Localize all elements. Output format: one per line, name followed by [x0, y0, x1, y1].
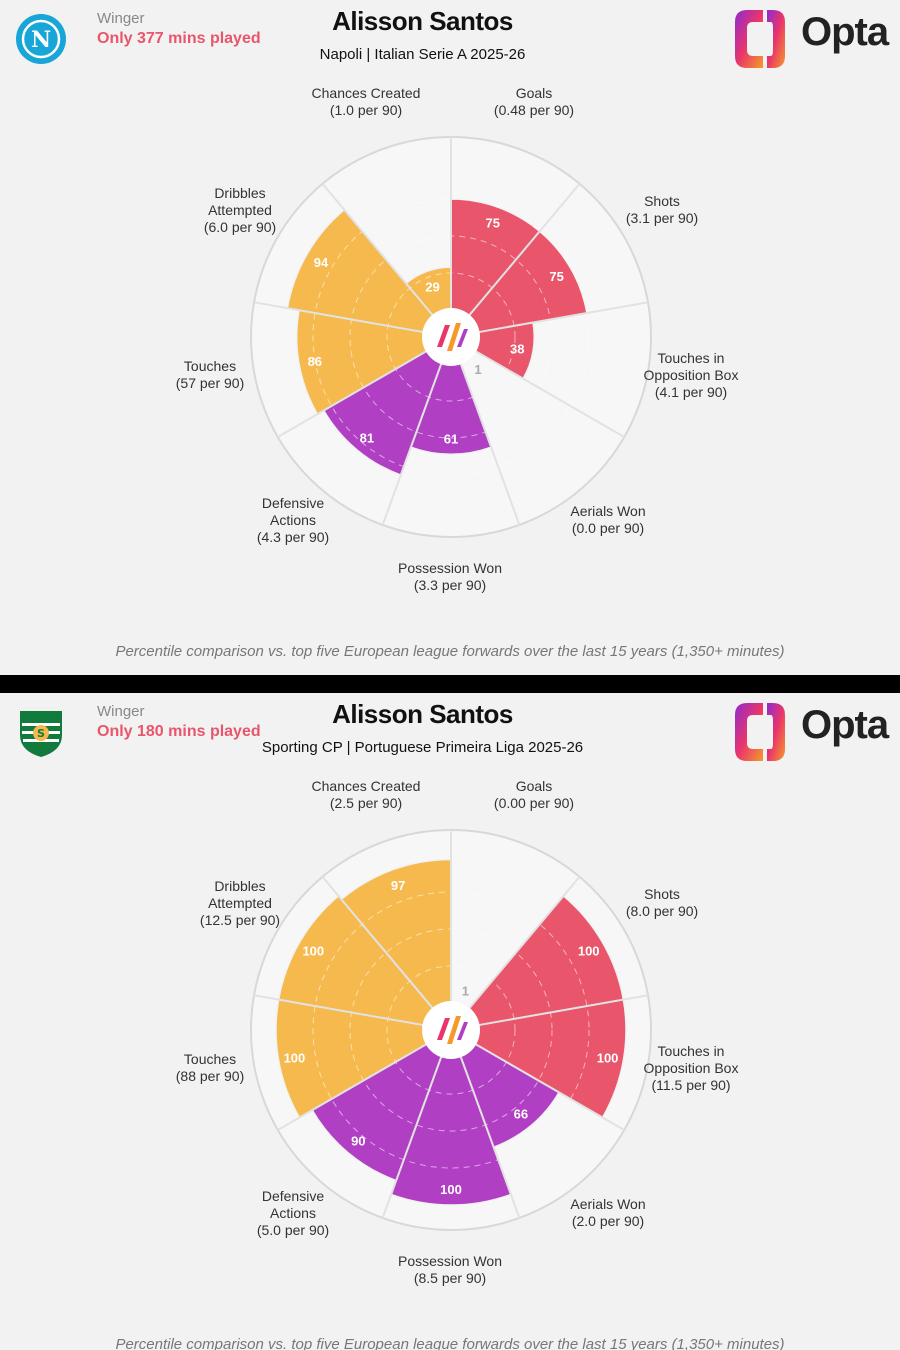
- spoke: [381, 362, 443, 526]
- value-label: 75: [485, 215, 499, 230]
- spoke: [467, 876, 581, 1010]
- value-label: 94: [314, 255, 329, 270]
- player-role: Winger: [97, 703, 145, 720]
- metric-label: Dribbles Attempted (12.5 per 90): [200, 878, 280, 928]
- spoke: [473, 349, 625, 438]
- spoke: [321, 876, 435, 1010]
- metric-label: Possession Won (3.3 per 90): [398, 560, 502, 593]
- value-label: 86: [308, 354, 322, 369]
- opta-wordmark: Opta: [801, 10, 889, 54]
- metric-label: Goals (0.48 per 90): [494, 85, 574, 118]
- spoke: [277, 1042, 429, 1131]
- spoke: [253, 994, 425, 1027]
- metric-label: Defensive Actions (4.3 per 90): [257, 495, 329, 545]
- opta-logo-icon: [735, 703, 785, 761]
- spoke: [477, 301, 649, 334]
- minutes-note: Only 377 mins played: [97, 30, 261, 47]
- metric-label: Possession Won (8.5 per 90): [398, 1253, 502, 1286]
- badge-letter: S: [37, 727, 45, 740]
- value-label: 90: [351, 1133, 365, 1148]
- value-label: 38: [510, 342, 524, 357]
- player-name: Alisson Santos: [332, 699, 513, 729]
- spoke: [467, 183, 581, 317]
- value-label: 75: [549, 269, 563, 284]
- center-circle: [422, 308, 480, 366]
- opta-logo: Opta: [733, 699, 893, 765]
- value-label: 100: [578, 944, 600, 959]
- footnote: Percentile comparison vs. top five Europ…: [115, 1336, 785, 1350]
- spoke: [321, 183, 435, 317]
- metric-label: Shots (8.0 per 90): [626, 886, 698, 919]
- metric-label: Aerials Won (2.0 per 90): [570, 1196, 645, 1229]
- metric-label: Chances Created (1.0 per 90): [312, 85, 421, 118]
- metric-label: Defensive Actions (5.0 per 90): [257, 1188, 329, 1238]
- spoke: [477, 994, 649, 1027]
- value-label: 100: [597, 1051, 619, 1066]
- metric-label: Aerials Won (0.0 per 90): [570, 503, 645, 536]
- metric-label: Touches (57 per 90): [176, 358, 244, 391]
- value-label: 29: [425, 279, 439, 294]
- metric-label: Touches in Opposition Box (11.5 per 90): [644, 1043, 739, 1093]
- value-label: 100: [284, 1051, 306, 1066]
- radar-chart: 75 75 38 1 61 81 86 94 29 Goals (0.48 per 90) Shots…: [176, 85, 739, 593]
- minutes-note: Only 180 mins played: [97, 723, 261, 740]
- metric-label: Touches in Opposition Box (4.1 per 90): [644, 350, 739, 400]
- footnote: Percentile comparison vs. top five Europ…: [115, 643, 785, 660]
- metric-label: Shots (3.1 per 90): [626, 193, 698, 226]
- badge-letter: N: [31, 27, 51, 53]
- center-circle: [422, 1001, 480, 1059]
- value-label: 66: [514, 1106, 528, 1121]
- spoke: [253, 301, 425, 334]
- metric-label: Dribbles Attempted (6.0 per 90): [204, 185, 276, 235]
- value-label: 100: [440, 1182, 462, 1197]
- center-logo-icon: [437, 323, 468, 351]
- value-label: 81: [360, 430, 374, 445]
- center-logo-icon: [437, 1016, 468, 1044]
- panel-sporting: 1 100 100 66 100 90 100 100 97 Goals (0.00 per 90)…: [0, 693, 900, 1350]
- value-label: 1: [462, 984, 469, 999]
- panel-napoli: 75 75 38 1 61 81 86 94 29 Goals (0.48 per 90) Shots…: [0, 0, 900, 675]
- metric-label: Chances Created (2.5 per 90): [312, 778, 421, 811]
- napoli-crest-icon: N: [16, 14, 66, 64]
- opta-logo: Opta: [733, 6, 893, 72]
- value-label: 1: [474, 362, 481, 377]
- spoke: [381, 1055, 443, 1219]
- value-label: 97: [391, 878, 405, 893]
- value-label: 100: [302, 944, 324, 959]
- value-label: 61: [444, 431, 458, 446]
- player-role: Winger: [97, 10, 145, 27]
- spoke: [277, 349, 429, 438]
- spoke: [459, 362, 521, 526]
- metric-label: Goals (0.00 per 90): [494, 778, 574, 811]
- sporting-crest-icon: S: [20, 711, 62, 757]
- spoke: [459, 1055, 521, 1219]
- opta-wordmark: Opta: [801, 703, 889, 747]
- spoke: [473, 1042, 625, 1131]
- radar-chart: 1 100 100 66 100 90 100 100 97 Goals (0.00 per 90)…: [176, 778, 739, 1286]
- metric-label: Touches (88 per 90): [176, 1051, 244, 1084]
- competition-subtitle: Sporting CP | Portuguese Primeira Liga 2…: [261, 739, 584, 756]
- player-name: Alisson Santos: [332, 6, 513, 36]
- competition-subtitle: Napoli | Italian Serie A 2025-26: [319, 46, 526, 63]
- opta-logo-icon: [735, 10, 785, 68]
